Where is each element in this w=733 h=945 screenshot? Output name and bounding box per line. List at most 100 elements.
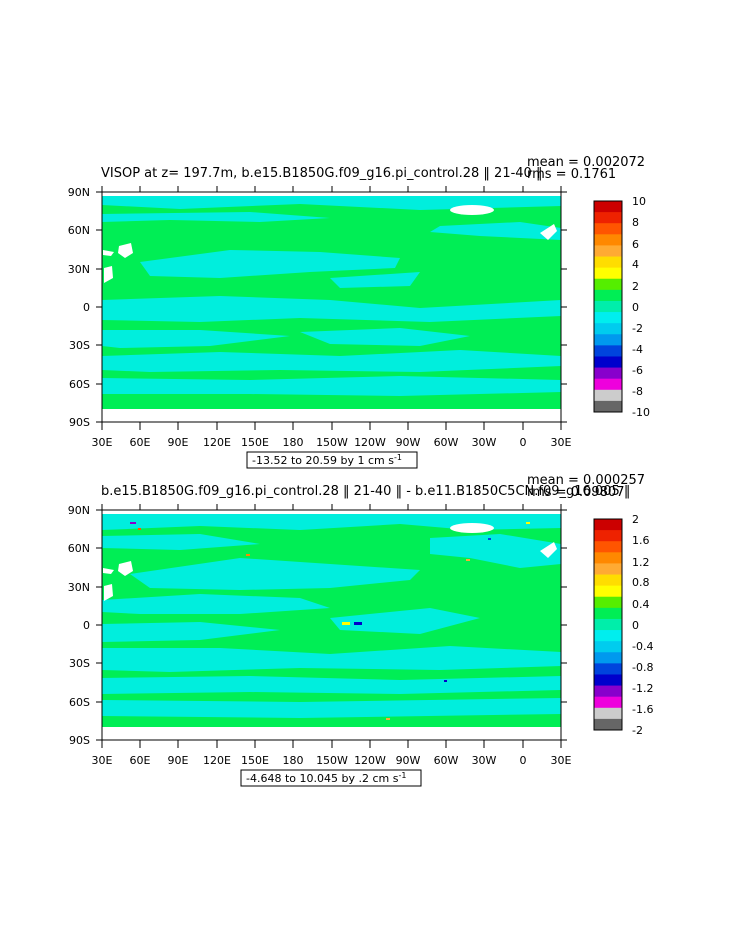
lon-label: 120W: [354, 754, 386, 767]
lon-label: 120W: [354, 436, 386, 449]
lat-axis: 90N 60N 30N 0 30S 60S 90S: [68, 186, 567, 429]
lon-label: 90E: [168, 754, 189, 767]
land-mask: [103, 523, 557, 601]
range-box: -13.52 to 20.59 by 1 cm s-1: [246, 451, 418, 469]
colorbar-swatch: [594, 223, 622, 235]
colorbar-label: 10: [632, 195, 646, 208]
colorbar-label: -0.8: [632, 661, 653, 674]
colorbar-swatches: [594, 519, 622, 731]
colorbar-label: -2: [632, 724, 643, 737]
colorbar-swatches: [594, 201, 622, 413]
colorbar-label: -8: [632, 385, 643, 398]
map-figure-bottom: b.e15.B1850G.f09_g16.pi_control.28 ‖ 21-…: [68, 473, 653, 787]
colorbar-swatch: [594, 574, 622, 587]
colorbar-swatch: [594, 245, 622, 257]
colorbar-swatch: [594, 596, 622, 609]
lat-label: 90N: [68, 186, 90, 199]
lon-label: 180: [283, 436, 304, 449]
colorbar-label: -1.2: [632, 682, 653, 695]
colorbar-swatch: [594, 563, 622, 575]
lat-label: 30S: [69, 339, 90, 352]
colorbar-swatch: [594, 278, 622, 291]
colorbar-label: 0.4: [632, 598, 650, 611]
colorbar-label: 1.6: [632, 534, 650, 547]
rms-label: rms = 0.1761: [527, 167, 616, 182]
lat-label: 90S: [69, 734, 90, 747]
map-figure-top: VISOP at z= 197.7m, b.e15.B1850G.f09_g16…: [68, 155, 650, 469]
colorbar-swatch: [594, 345, 622, 357]
lon-label: 150W: [316, 436, 348, 449]
map-title: VISOP at z= 197.7m, b.e15.B1850G.f09_g16…: [101, 166, 542, 181]
colorbar-swatch: [594, 674, 622, 686]
lat-label: 30S: [69, 657, 90, 670]
colorbar-swatch: [594, 552, 622, 564]
colorbar-frame: [593, 518, 623, 731]
colorbar-label: 0.8: [632, 576, 650, 589]
colorbar-swatch: [594, 201, 622, 213]
lon-label: 0: [520, 754, 527, 767]
lon-label: 30E: [551, 436, 572, 449]
map-panel-bottom: b.e15.B1850G.f09_g16.pi_control.28 ‖ 21-…: [0, 318, 733, 798]
lon-label: 30E: [92, 436, 113, 449]
colorbar-swatch: [594, 618, 622, 631]
colorbar-swatch: [594, 585, 622, 598]
lat-label: 60S: [69, 696, 90, 709]
colorbar-label: 1.2: [632, 556, 650, 569]
colorbar: 2 1.6 1.2 0.8 0.4 0 -0.4 -0.8 -1.2 -1.6 …: [593, 513, 653, 737]
colorbar-swatch: [594, 267, 622, 280]
colorbar-swatch: [594, 718, 622, 731]
colorbar-swatch: [594, 289, 622, 302]
colorbar-swatch: [594, 389, 622, 402]
colorbar-label: -0.4: [632, 640, 653, 653]
lat-label: 60N: [68, 224, 90, 237]
colorbar-swatch: [594, 323, 622, 335]
colorbar-label: 4: [632, 258, 639, 271]
lon-label: 60W: [434, 754, 459, 767]
lon-label: 30W: [472, 436, 497, 449]
lon-label: 60E: [130, 436, 151, 449]
land-mask: [103, 205, 557, 283]
lon-label: 30E: [551, 754, 572, 767]
colorbar-swatch: [594, 312, 622, 324]
lat-label: 90S: [69, 416, 90, 429]
map-field: [102, 192, 561, 422]
colorbar-swatch: [594, 212, 622, 224]
lat-label: 30N: [68, 263, 90, 276]
lon-label: 180: [283, 754, 304, 767]
lon-label: 30E: [92, 754, 113, 767]
mean-label: mean = 0.000257: [527, 473, 645, 488]
lon-label: 60E: [130, 754, 151, 767]
lon-label: 30W: [472, 754, 497, 767]
colorbar-label: -2: [632, 322, 643, 335]
map-title: b.e15.B1850G.f09_g16.pi_control.28 ‖ 21-…: [101, 484, 630, 499]
colorbar-swatch: [594, 256, 622, 269]
negative-anomaly-bands: [102, 196, 561, 396]
colorbar-label: -4: [632, 343, 643, 356]
map-field: [102, 510, 561, 740]
lat-axis: 90N 60N 30N 0 30S 60S 90S: [68, 504, 567, 747]
lon-label: 90W: [396, 436, 421, 449]
lat-label: 60N: [68, 542, 90, 555]
lon-label: 150E: [241, 754, 269, 767]
colorbar-label: 6: [632, 238, 639, 251]
lat-label: 30N: [68, 581, 90, 594]
anomaly-speckles: [130, 522, 530, 720]
colorbar-swatch: [594, 300, 622, 313]
lat-label: 60S: [69, 378, 90, 391]
colorbar-swatch: [594, 652, 622, 664]
range-label: -13.52 to 20.59 by 1 cm s-1: [252, 453, 402, 467]
colorbar-swatch: [594, 334, 622, 346]
lon-label: 0: [520, 436, 527, 449]
lon-label: 150W: [316, 754, 348, 767]
lon-label: 120E: [203, 436, 231, 449]
lon-axis: 30E 60E 90E 120E 150E 180 150W 120W 90W …: [92, 186, 572, 449]
colorbar-label: -1.6: [632, 703, 653, 716]
colorbar-swatch: [594, 630, 622, 642]
rms-label: rms = 0.09807: [527, 485, 624, 500]
lat-label: 90N: [68, 504, 90, 517]
colorbar-label: 2: [632, 280, 639, 293]
colorbar-swatch: [594, 234, 622, 246]
colorbar-swatch: [594, 378, 622, 391]
colorbar-swatch: [594, 607, 622, 620]
mean-label: mean = 0.002072: [527, 155, 645, 170]
